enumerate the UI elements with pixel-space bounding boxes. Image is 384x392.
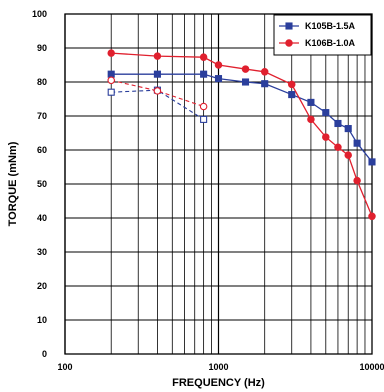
y-tick-label: 70 xyxy=(37,111,47,121)
data-point-k106b xyxy=(322,133,330,141)
data-point-k105b xyxy=(153,70,161,78)
data-point-k105b xyxy=(200,70,208,78)
data-point-k105b xyxy=(344,125,352,133)
data-point-k106b xyxy=(368,212,376,221)
data-point-k105b xyxy=(241,78,250,86)
data-point-k106b xyxy=(307,115,315,124)
series-k105b xyxy=(107,70,376,166)
y-axis-ticks: 0 10 20 30 40 50 60 70 80 90 100 xyxy=(32,9,47,359)
legend-label-k105b: K105B-1.5A xyxy=(305,21,356,31)
x-axis-ticks: 100 1000 10000 xyxy=(57,362,384,372)
data-point-k105b xyxy=(214,75,223,83)
y-tick-label: 50 xyxy=(37,179,47,189)
legend-box xyxy=(273,14,372,56)
series-dashed-line-k105b xyxy=(111,89,204,120)
hollow-point-k106b xyxy=(107,76,115,85)
x-axis-title: FREQUENCY (Hz) xyxy=(172,377,265,389)
data-point-k105b xyxy=(368,158,376,166)
data-point-k105b xyxy=(334,119,342,128)
data-point-k106b xyxy=(334,143,342,152)
y-tick-label: 40 xyxy=(37,213,47,223)
x-tick-label: 10000 xyxy=(359,362,384,372)
data-point-k106b xyxy=(353,176,361,185)
data-point-k105b xyxy=(353,139,361,147)
series-line-k105b xyxy=(111,73,373,163)
legend-label-k106b: K106B-1.0A xyxy=(305,38,356,48)
series-k106b xyxy=(107,49,376,221)
data-point-k105b xyxy=(307,98,315,106)
hollow-point-k106b xyxy=(199,102,208,111)
hollow-point-k106b xyxy=(153,87,162,95)
y-tick-label: 100 xyxy=(32,9,47,19)
data-point-k106b xyxy=(199,53,208,61)
plot-frame xyxy=(64,13,373,355)
y-axis-title: TORQUE (mNm) xyxy=(7,141,19,226)
legend: K105B-1.5A K106B-1.0A xyxy=(273,14,372,56)
hollow-point-k105b xyxy=(107,88,115,96)
x-tick-label: 1000 xyxy=(208,362,228,372)
data-point-k106b xyxy=(214,61,223,69)
data-point-k106b xyxy=(260,68,269,76)
data-point-k106b xyxy=(153,52,162,60)
data-point-k105b xyxy=(288,91,296,99)
data-point-k106b xyxy=(287,80,296,89)
data-point-k106b xyxy=(107,49,115,57)
legend-marker-k106b xyxy=(285,39,293,47)
series-line-k106b xyxy=(111,52,373,217)
y-tick-label: 80 xyxy=(37,77,47,87)
y-tick-label: 90 xyxy=(37,43,47,53)
y-tick-label: 0 xyxy=(42,349,47,359)
hollow-point-k105b xyxy=(200,115,208,123)
y-tick-label: 10 xyxy=(37,315,47,325)
y-tick-label: 30 xyxy=(37,247,47,257)
data-point-k105b xyxy=(322,109,330,117)
data-point-k105b xyxy=(107,70,115,78)
series-layer xyxy=(107,49,376,221)
data-point-k105b xyxy=(261,80,269,88)
data-point-k106b xyxy=(241,65,250,73)
x-tick-label: 100 xyxy=(57,362,72,372)
data-point-k106b xyxy=(344,151,352,159)
y-tick-label: 20 xyxy=(37,281,47,291)
legend-marker-k105b xyxy=(285,22,293,30)
y-tick-label: 60 xyxy=(37,145,47,155)
series-dashed-line-k106b xyxy=(111,79,204,108)
